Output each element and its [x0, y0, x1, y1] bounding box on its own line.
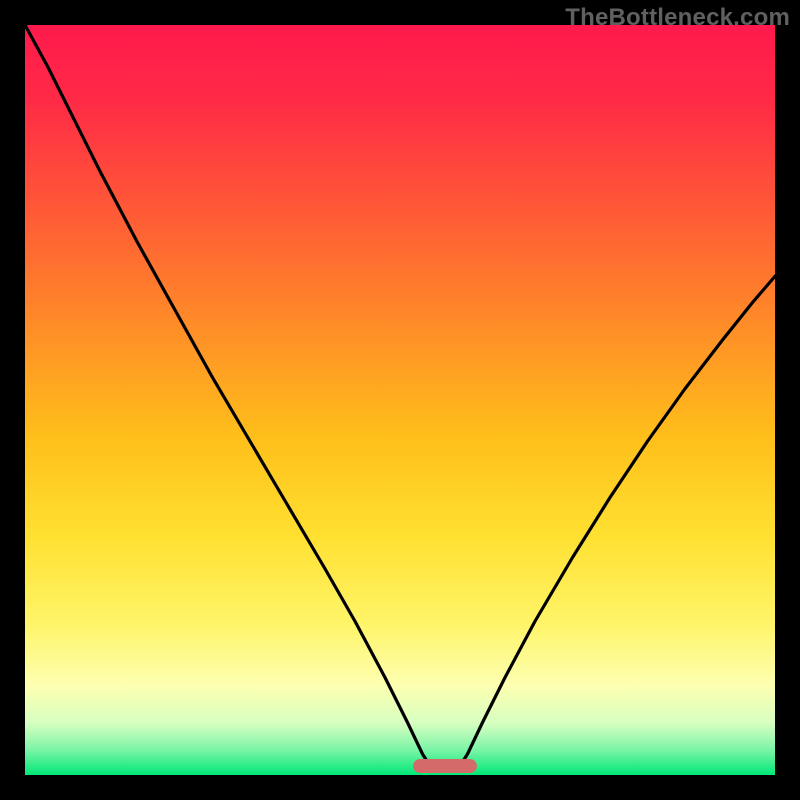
watermark-text: TheBottleneck.com [565, 4, 790, 32]
gradient-background [25, 25, 775, 775]
chart-container: TheBottleneck.com [0, 0, 800, 800]
bottleneck-chart-svg [0, 0, 800, 800]
trough-marker [413, 759, 477, 773]
